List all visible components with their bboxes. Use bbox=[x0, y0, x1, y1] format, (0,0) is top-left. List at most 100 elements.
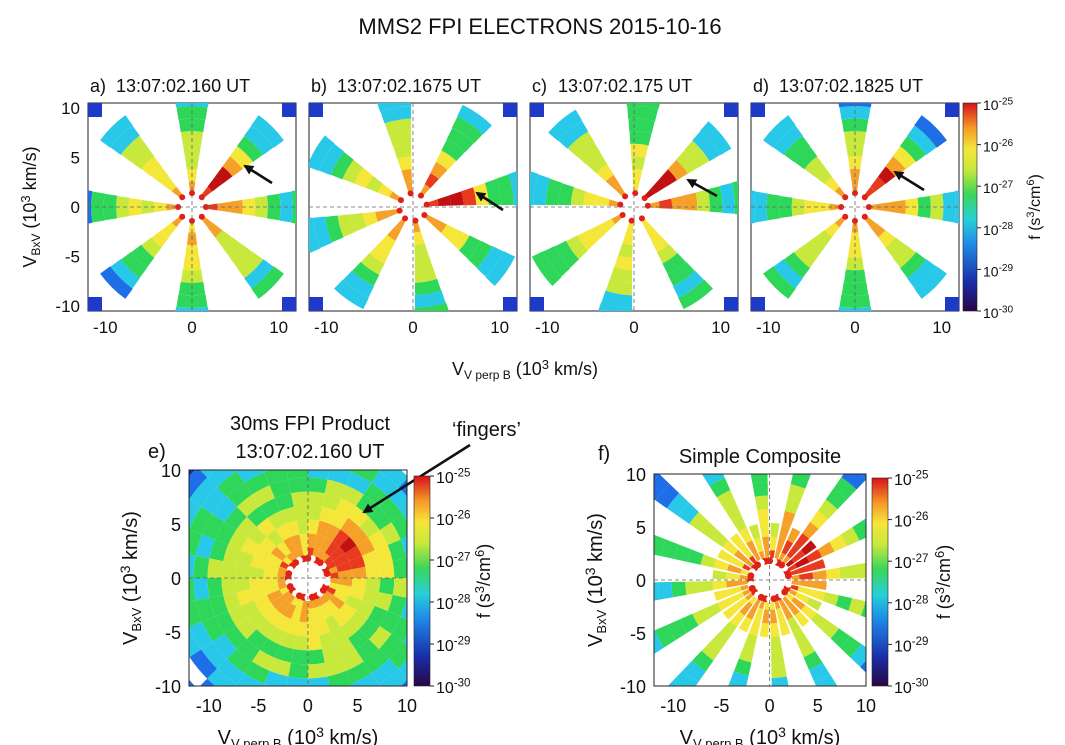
polar-cell bbox=[859, 474, 866, 480]
wedge-cell bbox=[393, 143, 412, 159]
colorbar-tick-label: 10-26 bbox=[983, 138, 1014, 155]
polar-cell bbox=[794, 556, 810, 569]
polar-cell bbox=[392, 578, 407, 598]
wedge-cell bbox=[446, 127, 474, 153]
panel-title-line2: 13:07:02.160 UT bbox=[236, 441, 385, 463]
polar-cell bbox=[324, 615, 341, 633]
wedge-cell bbox=[380, 106, 412, 124]
panel-time: 13:07:02.1675 UT bbox=[337, 76, 481, 96]
wedge-cell bbox=[583, 191, 598, 206]
polar-cell bbox=[776, 537, 786, 553]
polar-cell bbox=[275, 615, 291, 633]
polar-cell bbox=[247, 526, 267, 546]
wedge-cell bbox=[783, 135, 810, 162]
polar-cell bbox=[771, 649, 785, 665]
polar-cell bbox=[189, 679, 195, 686]
y-tick-label: -10 bbox=[55, 297, 80, 316]
polar-cell bbox=[378, 561, 395, 578]
polar-cell bbox=[280, 632, 297, 650]
polar-cell bbox=[839, 565, 855, 579]
panel-title-line1: 30ms FPI Product bbox=[230, 413, 391, 435]
wedge-cell bbox=[627, 106, 659, 122]
polar-cell bbox=[617, 583, 633, 607]
polar-cell bbox=[374, 592, 393, 612]
core-dot bbox=[861, 213, 868, 220]
colorbar-tick-label: 10-27 bbox=[436, 552, 470, 571]
wedge-cell bbox=[100, 266, 133, 299]
x-tick-label: -10 bbox=[196, 696, 222, 716]
polar-cell bbox=[709, 477, 731, 498]
polar-cell bbox=[307, 649, 325, 665]
colorbar-top: 10-25 10-26 10-27 10-28 10-29 10-30 f (s3/cm6) bbox=[962, 96, 1044, 321]
polar-cell bbox=[256, 517, 276, 537]
polar-cell bbox=[770, 609, 778, 624]
wedge-cell bbox=[451, 116, 483, 144]
polar-cell bbox=[776, 607, 786, 623]
polar-cell bbox=[189, 554, 196, 578]
polar-cell bbox=[654, 624, 676, 648]
colorbar-tick-label: 10-29 bbox=[983, 263, 1014, 280]
wedge-cell bbox=[632, 168, 643, 183]
core-dot bbox=[865, 204, 872, 210]
polar-cell bbox=[759, 622, 769, 638]
polar-cell bbox=[677, 502, 699, 524]
polar-cell bbox=[379, 522, 401, 545]
core-dot bbox=[402, 215, 409, 222]
wedge-cell bbox=[605, 174, 621, 190]
annotation-fingers: ‘fingers’ bbox=[452, 419, 521, 441]
x-tick-label: 10 bbox=[711, 318, 730, 337]
polar-cell bbox=[286, 470, 308, 480]
corner-cell bbox=[282, 103, 296, 117]
core-dot bbox=[638, 215, 645, 222]
polar-cell bbox=[654, 582, 660, 601]
polar-cell bbox=[291, 649, 308, 665]
wedge-cell bbox=[378, 234, 396, 253]
polar-cell bbox=[738, 645, 755, 663]
wedge-cell bbox=[244, 125, 274, 155]
wedge-cell bbox=[362, 211, 378, 227]
corner-cell bbox=[530, 297, 544, 311]
colorbar-tick-label: 10-25 bbox=[894, 470, 928, 489]
polar-cell bbox=[236, 639, 260, 662]
panel-d: -10 0 10 d) 13:07:02.1825 UT bbox=[750, 76, 960, 337]
colorbar-tick-label: 10-30 bbox=[436, 678, 470, 697]
polar-cell bbox=[307, 519, 320, 535]
wedge-cell bbox=[389, 131, 412, 147]
wedge-cell bbox=[100, 115, 133, 148]
polar-cell bbox=[346, 661, 372, 684]
polar-cell bbox=[356, 600, 375, 619]
wedge-cell bbox=[877, 229, 896, 248]
y-tick-label: -10 bbox=[620, 677, 646, 697]
wedge-cell bbox=[548, 109, 583, 141]
wedge-cell bbox=[598, 302, 633, 311]
wedge-cell bbox=[496, 174, 514, 206]
wedge-cell bbox=[672, 270, 704, 298]
polar-cell bbox=[329, 594, 345, 610]
arrow bbox=[686, 178, 718, 198]
wedge-cell bbox=[595, 195, 610, 206]
polar-cell bbox=[822, 592, 839, 606]
y-axis-label: VBxV (103 km/s) bbox=[18, 146, 43, 267]
wedge-cell bbox=[141, 237, 162, 258]
polar-cell bbox=[711, 530, 729, 548]
wedge-cell bbox=[377, 103, 412, 112]
corner-cell bbox=[309, 297, 323, 311]
polar-cell bbox=[291, 491, 308, 507]
wedge-cell bbox=[120, 135, 147, 162]
polar-cell bbox=[835, 595, 853, 611]
polar-cell bbox=[307, 491, 325, 507]
polar-cell bbox=[152, 578, 169, 609]
polar-cell bbox=[336, 583, 352, 596]
polar-cell bbox=[398, 659, 407, 678]
polar-cell bbox=[264, 470, 289, 486]
x-axis-label: VV perp B (103 km/s) bbox=[680, 724, 841, 745]
corner-cell bbox=[945, 103, 959, 117]
wedge-cell bbox=[618, 243, 633, 258]
polar-cell bbox=[270, 546, 287, 562]
polar-cell bbox=[189, 528, 203, 556]
wedge-cell bbox=[684, 140, 710, 168]
wedge-cell bbox=[533, 174, 551, 206]
x-tick-label: 10 bbox=[397, 696, 417, 716]
polar-cell bbox=[770, 636, 783, 651]
wedge-cell bbox=[387, 225, 402, 241]
